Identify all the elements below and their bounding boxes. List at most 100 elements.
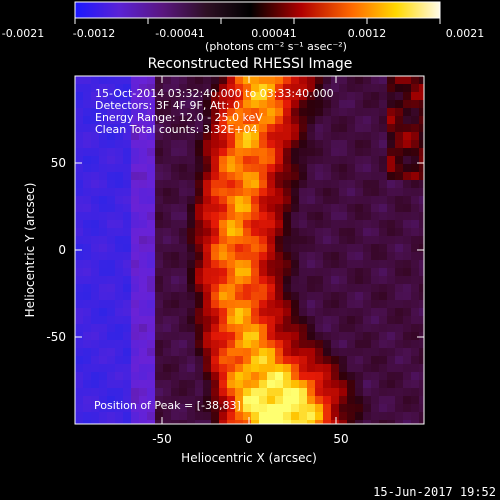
heatmap-cell bbox=[171, 132, 180, 141]
heatmap-cell bbox=[363, 284, 372, 293]
heatmap-cell bbox=[211, 196, 220, 205]
heatmap-cell bbox=[363, 308, 372, 317]
heatmap-cell bbox=[419, 260, 424, 269]
heatmap-cell bbox=[171, 172, 180, 181]
heatmap-cell bbox=[259, 260, 268, 269]
heatmap-cell bbox=[227, 380, 236, 389]
heatmap-cell bbox=[419, 372, 424, 381]
heatmap-cell bbox=[139, 308, 148, 317]
heatmap-cell bbox=[251, 220, 260, 229]
heatmap-cell bbox=[187, 300, 196, 309]
heatmap-cell bbox=[355, 348, 364, 357]
heatmap-cell bbox=[291, 156, 300, 165]
heatmap-cell bbox=[147, 140, 156, 149]
heatmap-cell bbox=[123, 396, 132, 405]
heatmap-cell bbox=[131, 132, 140, 141]
heatmap-cell bbox=[363, 404, 372, 413]
heatmap-cell bbox=[371, 364, 380, 373]
heatmap-cell bbox=[227, 244, 236, 253]
heatmap-cell bbox=[107, 84, 116, 93]
heatmap-cell bbox=[371, 188, 380, 197]
heatmap-cell bbox=[115, 332, 124, 341]
heatmap-cell bbox=[163, 108, 172, 117]
heatmap-cell bbox=[411, 76, 420, 85]
heatmap-cell bbox=[395, 172, 404, 181]
heatmap-cell bbox=[387, 292, 396, 301]
heatmap-cell bbox=[363, 236, 372, 245]
heatmap-cell bbox=[395, 260, 404, 269]
heatmap-cell bbox=[331, 412, 340, 421]
heatmap-cell bbox=[227, 404, 236, 413]
heatmap-cell bbox=[107, 308, 116, 317]
heatmap-cell bbox=[179, 148, 188, 157]
heatmap-cell bbox=[323, 372, 332, 381]
heatmap-cell bbox=[355, 180, 364, 189]
heatmap-cell bbox=[83, 332, 92, 341]
heatmap-cell bbox=[235, 380, 244, 389]
heatmap-cell bbox=[163, 84, 172, 93]
heatmap-cell bbox=[179, 364, 188, 373]
heatmap-cell bbox=[379, 292, 388, 301]
heatmap-cell bbox=[347, 220, 356, 229]
heatmap-cell bbox=[211, 300, 220, 309]
heatmap-cell bbox=[227, 220, 236, 229]
heatmap-cell bbox=[259, 124, 268, 133]
heatmap-cell bbox=[307, 212, 316, 221]
heatmap-cell bbox=[139, 204, 148, 213]
heatmap-cell bbox=[99, 420, 108, 424]
heatmap-cell bbox=[155, 372, 164, 381]
heatmap-cell bbox=[107, 100, 116, 109]
heatmap-cell bbox=[115, 372, 124, 381]
heatmap-cell bbox=[115, 380, 124, 389]
heatmap-cell bbox=[283, 188, 292, 197]
heatmap-cell bbox=[107, 380, 116, 389]
heatmap-cell bbox=[355, 276, 364, 285]
heatmap-cell bbox=[363, 180, 372, 189]
heatmap-cell bbox=[179, 276, 188, 285]
heatmap-cell bbox=[203, 76, 212, 85]
heatmap-cell bbox=[123, 212, 132, 221]
heatmap-cell bbox=[187, 124, 196, 133]
heatmap-cell bbox=[203, 348, 212, 357]
heatmap-cell bbox=[315, 116, 324, 125]
heatmap-cell bbox=[163, 252, 172, 261]
heatmap-cell bbox=[379, 140, 388, 149]
heatmap-cell bbox=[315, 188, 324, 197]
heatmap-cell bbox=[99, 124, 108, 133]
heatmap-cell bbox=[379, 76, 388, 85]
heatmap-cell bbox=[347, 380, 356, 389]
heatmap-cell bbox=[219, 356, 228, 365]
heatmap-cell bbox=[347, 228, 356, 237]
heatmap-cell bbox=[299, 84, 308, 93]
heatmap-cell bbox=[355, 164, 364, 173]
heatmap-cell bbox=[123, 260, 132, 269]
heatmap-layer bbox=[75, 76, 424, 424]
heatmap-cell bbox=[371, 124, 380, 133]
heatmap-cell bbox=[411, 172, 420, 181]
heatmap-cell bbox=[147, 196, 156, 205]
heatmap-cell bbox=[211, 284, 220, 293]
heatmap-cell bbox=[195, 412, 204, 421]
heatmap-cell bbox=[179, 396, 188, 405]
heatmap-cell bbox=[179, 188, 188, 197]
heatmap-cell bbox=[371, 228, 380, 237]
heatmap-cell bbox=[251, 108, 260, 117]
heatmap-cell bbox=[315, 332, 324, 341]
heatmap-cell bbox=[139, 180, 148, 189]
heatmap-cell bbox=[243, 380, 252, 389]
heatmap-cell bbox=[403, 84, 412, 93]
heatmap-cell bbox=[123, 276, 132, 285]
heatmap-cell bbox=[411, 108, 420, 117]
heatmap-cell bbox=[411, 420, 420, 424]
heatmap-cell bbox=[411, 276, 420, 285]
heatmap-cell bbox=[331, 396, 340, 405]
heatmap-cell bbox=[155, 212, 164, 221]
heatmap-cell bbox=[251, 140, 260, 149]
heatmap-cell bbox=[379, 284, 388, 293]
heatmap-cell bbox=[259, 164, 268, 173]
heatmap-cell bbox=[363, 244, 372, 253]
heatmap-cell bbox=[235, 140, 244, 149]
heatmap-cell bbox=[291, 356, 300, 365]
heatmap-cell bbox=[243, 116, 252, 125]
heatmap-cell bbox=[291, 252, 300, 261]
